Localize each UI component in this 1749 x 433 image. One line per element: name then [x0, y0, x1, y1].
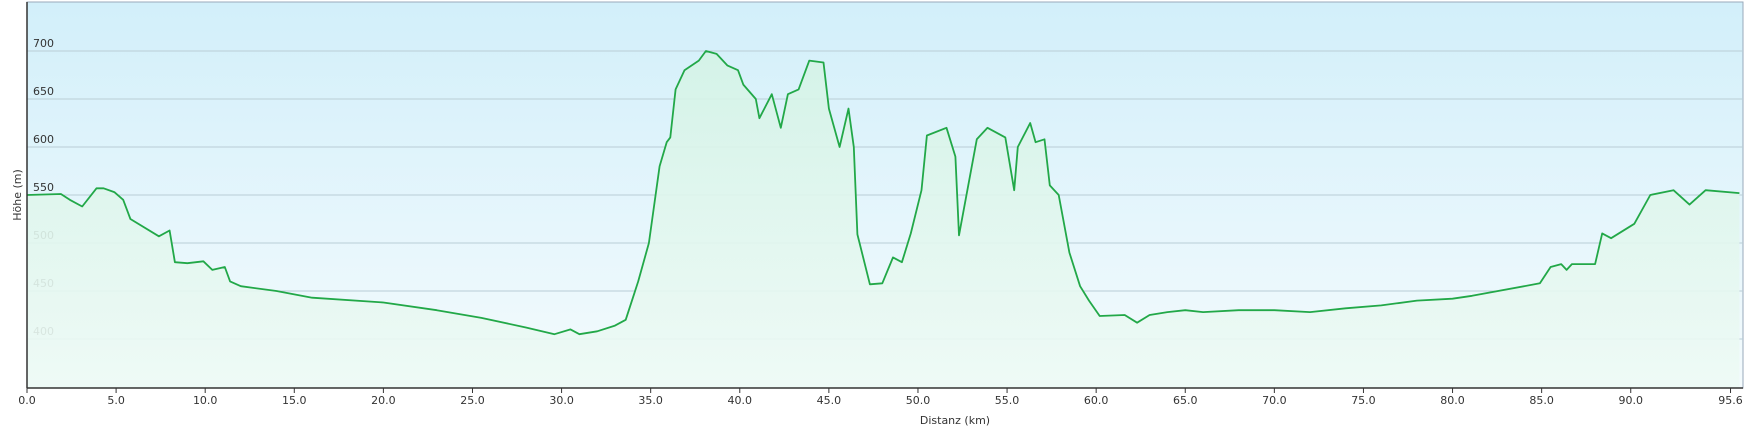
x-tick-label: 70.0: [1262, 394, 1287, 407]
x-tick-label: 45.0: [817, 394, 842, 407]
x-tick-label: 90.0: [1618, 394, 1643, 407]
x-tick-label: 40.0: [728, 394, 753, 407]
x-tick-label: 80.0: [1440, 394, 1465, 407]
x-tick-label: 15.0: [282, 394, 307, 407]
y-tick-label: 550: [33, 181, 54, 194]
y-tick-label: 700: [33, 37, 54, 50]
y-axis-label: Höhe (m): [11, 169, 24, 221]
x-tick-label: 30.0: [549, 394, 574, 407]
x-tick-label: 20.0: [371, 394, 396, 407]
x-tick-label: 65.0: [1173, 394, 1198, 407]
x-tick-label: 35.0: [638, 394, 663, 407]
x-tick-label: 10.0: [193, 394, 218, 407]
x-tick-label: 50.0: [906, 394, 931, 407]
x-tick-label: 85.0: [1529, 394, 1554, 407]
x-tick-label: 55.0: [995, 394, 1020, 407]
x-tick-label: 95.6: [1718, 394, 1743, 407]
x-tick-label: 0.0: [18, 394, 36, 407]
x-tick-label: 5.0: [107, 394, 125, 407]
x-tick-label: 60.0: [1084, 394, 1109, 407]
y-tick-label: 600: [33, 133, 54, 146]
area-fill: [27, 51, 1740, 388]
elevation-line: [26, 50, 1740, 336]
y-tick-label: 650: [33, 85, 54, 98]
x-axis-label: Distanz (km): [920, 414, 990, 427]
x-tick-label: 75.0: [1351, 394, 1376, 407]
x-tick-label: 25.0: [460, 394, 485, 407]
